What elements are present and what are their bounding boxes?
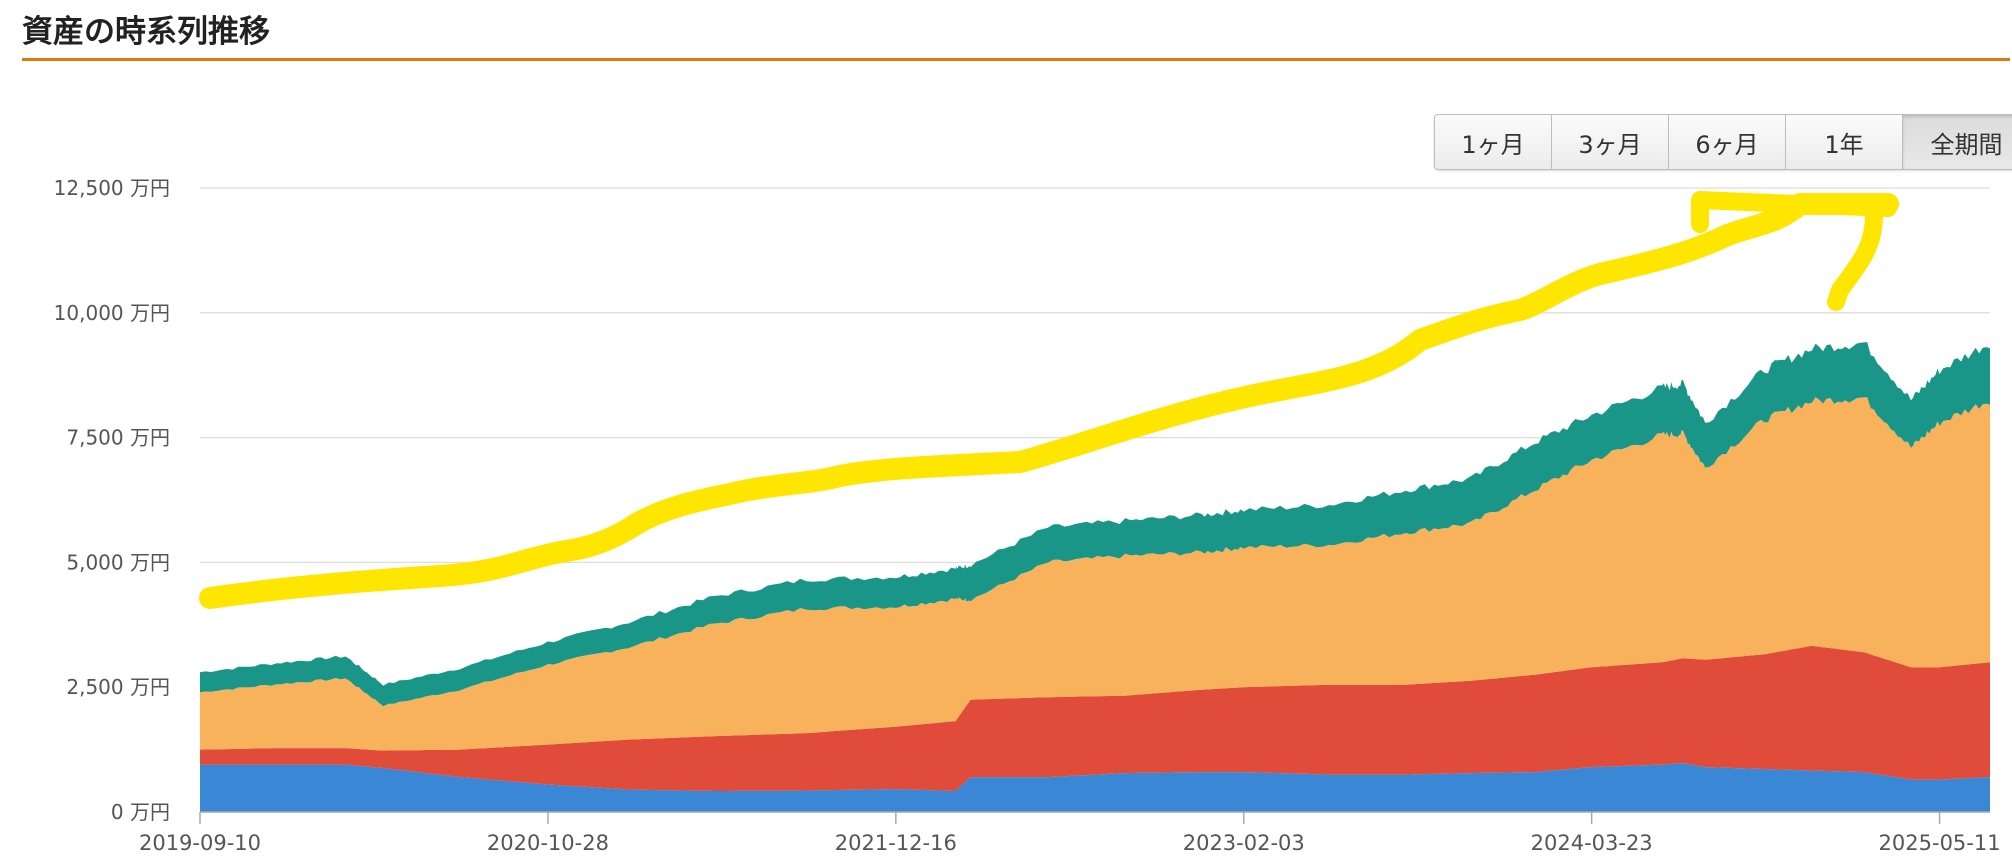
- range-selector: 1ヶ月 3ヶ月 6ヶ月 1年 全期間: [1434, 114, 2012, 170]
- page-title: 資産の時系列推移: [22, 14, 270, 50]
- chart-series-areas: [200, 342, 1990, 812]
- highlighter-annotation: [199, 191, 1899, 609]
- y-tick-label: 5,000 万円: [66, 550, 170, 574]
- chart-axes: 0 万円 2,500 万円 5,000 万円 7,500 万円 10,000 万円 12,…: [54, 176, 2001, 855]
- x-tick-label: 2019-09-10: [139, 831, 261, 855]
- y-tick-label: 7,500 万円: [66, 426, 170, 450]
- range-button-6-months[interactable]: 6ヶ月: [1669, 115, 1786, 169]
- title-divider: [22, 58, 2010, 61]
- x-tick-label: 2025-05-11: [1879, 831, 2001, 855]
- series-area-1: [200, 763, 1990, 812]
- y-tick-label: 12,500 万円: [54, 176, 170, 200]
- range-button-1-month[interactable]: 1ヶ月: [1435, 115, 1552, 169]
- highlighter-trend-stroke: [199, 193, 1899, 609]
- series-area-4: [200, 342, 1990, 707]
- x-tick-label: 2024-03-23: [1531, 831, 1653, 855]
- x-tick-label: 2023-02-03: [1183, 831, 1305, 855]
- y-tick-label: 0 万円: [111, 800, 170, 824]
- y-tick-label: 2,500 万円: [66, 675, 170, 699]
- highlighter-arrow-stroke: [1691, 191, 1897, 311]
- range-button-3-months[interactable]: 3ヶ月: [1552, 115, 1669, 169]
- x-tick-label: 2021-12-16: [835, 831, 957, 855]
- x-tick-label: 2020-10-28: [487, 831, 609, 855]
- y-tick-label: 10,000 万円: [54, 301, 170, 325]
- range-button-all-period[interactable]: 全期間: [1903, 115, 2012, 169]
- range-button-1-year[interactable]: 1年: [1786, 115, 1903, 169]
- series-area-3: [200, 397, 1990, 751]
- series-area-2: [200, 645, 1990, 791]
